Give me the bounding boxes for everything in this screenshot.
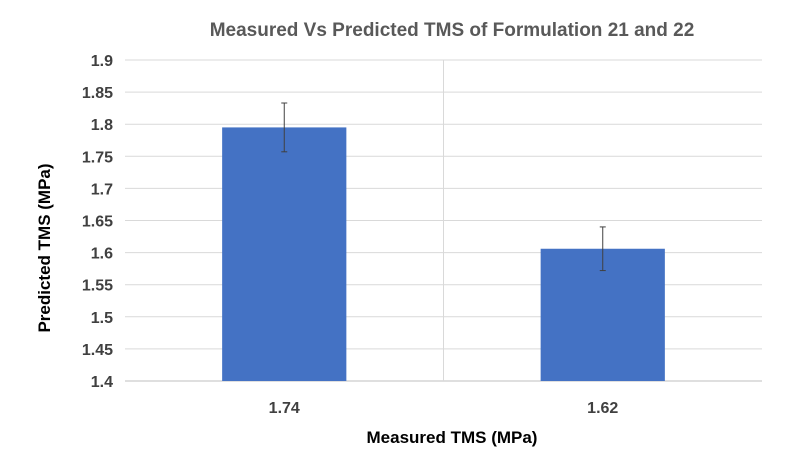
y-tick-label: 1.5 <box>91 310 113 327</box>
y-tick-label: 1.85 <box>82 85 113 102</box>
x-tick-labels: 1.74 1.62 <box>269 400 619 417</box>
bar <box>222 127 347 381</box>
bars <box>222 102 665 381</box>
gridlines <box>125 59 762 382</box>
x-axis-title: Measured TMS (MPa) <box>367 428 538 447</box>
y-tick-label: 1.6 <box>91 246 113 263</box>
y-tick-label: 1.4 <box>91 374 113 391</box>
y-tick-label: 1.8 <box>91 117 113 134</box>
y-tick-label: 1.45 <box>82 342 113 359</box>
y-tick-label: 1.75 <box>82 149 113 166</box>
y-axis-title: Predicted TMS (MPa) <box>35 163 54 332</box>
y-tick-label: 1.55 <box>82 278 113 295</box>
x-tick-label: 1.74 <box>269 400 300 417</box>
chart-title: Measured Vs Predicted TMS of Formulation… <box>210 20 695 41</box>
y-tick-label: 1.9 <box>91 53 113 70</box>
y-tick-labels: 1.4 1.45 1.5 1.55 1.6 1.65 1.7 1.75 1.8 1.85 1.9 <box>82 53 113 391</box>
x-tick-label: 1.62 <box>587 400 618 417</box>
y-tick-label: 1.65 <box>82 214 113 231</box>
y-tick-label: 1.7 <box>91 181 113 198</box>
